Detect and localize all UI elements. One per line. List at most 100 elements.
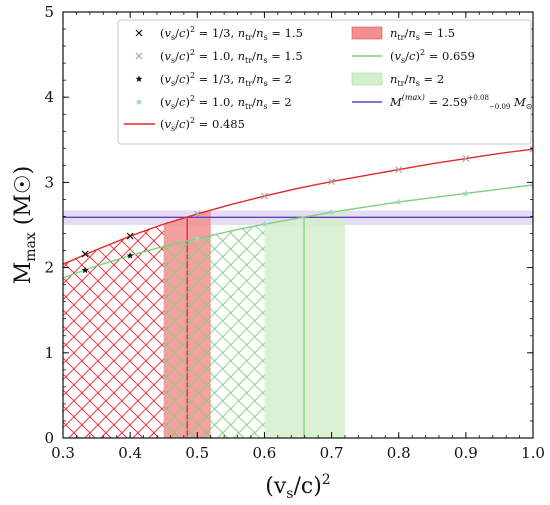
legend-label: (vs/c)2 = 1.0, ntr/ns = 2	[160, 94, 292, 111]
hatch-line	[538, 140, 550, 438]
x-tick-label: 0.9	[454, 444, 478, 462]
legend-swatch-red-band	[351, 26, 383, 40]
y-tick-label: 2	[44, 259, 54, 277]
plot-background	[63, 140, 550, 438]
hatch-line	[442, 140, 550, 438]
x-tick-label: 0.4	[118, 444, 142, 462]
hatch-line	[330, 140, 550, 438]
marker-stroke	[462, 155, 470, 162]
hatch-line	[63, 224, 164, 438]
hatch-line	[506, 140, 550, 438]
hatch-line	[63, 224, 164, 438]
hatch-line	[63, 224, 164, 438]
hatch-line	[163, 224, 265, 438]
y-axis-title: Mmax (M☉)	[11, 166, 39, 285]
legend-swatch-green-band	[351, 72, 383, 86]
marker-stroke	[395, 166, 403, 174]
marker-stroke	[261, 192, 268, 200]
hatch-line	[63, 224, 164, 438]
hatch-line	[163, 224, 265, 438]
data-point	[328, 178, 335, 185]
hatch-line	[63, 224, 164, 438]
hatch-line	[405, 140, 550, 438]
hatch-line	[163, 224, 265, 438]
x-tick-label: 0.8	[387, 444, 411, 462]
hatch-line	[442, 140, 550, 438]
hatch-line	[163, 224, 265, 438]
hatch-line	[63, 224, 164, 438]
hatch-line	[458, 140, 550, 438]
hatch-line	[63, 224, 164, 438]
data-point	[126, 232, 134, 240]
hatch-line	[163, 224, 265, 438]
hatch-line	[163, 224, 229, 438]
hatch-line	[169, 224, 265, 438]
hatch-line	[314, 140, 550, 438]
hatch-line	[506, 140, 550, 438]
hatch-line	[325, 140, 550, 438]
data-point	[261, 220, 268, 228]
x-tick-label: 0.6	[252, 444, 276, 462]
hatch-line	[389, 140, 550, 438]
hatch-line	[373, 140, 550, 438]
hatch-line	[163, 224, 265, 438]
hatch-line	[522, 140, 550, 438]
hatch-line	[330, 140, 550, 438]
marker-stroke	[126, 232, 134, 240]
hatch-line	[213, 140, 511, 438]
hatch-line	[325, 140, 550, 438]
plot-data	[63, 145, 533, 279]
hatch-line	[63, 224, 160, 438]
hatch-line	[357, 140, 550, 438]
hatch-line	[453, 140, 550, 438]
x-tick-label: 0.3	[51, 444, 75, 462]
data-point	[328, 208, 335, 216]
series-line-2	[63, 184, 533, 279]
y-tick-label: 3	[44, 173, 54, 191]
marker-stroke	[193, 210, 201, 218]
hatch-line	[163, 224, 265, 438]
hatch-line	[490, 140, 550, 438]
hatch-line	[410, 140, 550, 438]
hatch-line	[197, 140, 495, 438]
hatch-line	[197, 140, 495, 438]
legend-label: (vs/c)2 = 0.659	[390, 48, 475, 65]
data-point	[193, 235, 201, 242]
legend-label: (vs/c)2 = 0.485	[160, 116, 245, 133]
hatch-line	[163, 224, 265, 438]
hatch-line	[163, 224, 265, 438]
marker-stroke	[135, 52, 143, 60]
legend-box	[117, 19, 532, 145]
hatch-line	[474, 140, 550, 438]
hatch-line	[394, 140, 550, 438]
data-point	[395, 198, 403, 205]
marker-stroke	[328, 178, 335, 185]
legend-marker-star-teal	[135, 98, 143, 105]
hatch-line	[362, 140, 550, 438]
hatch-line	[357, 140, 550, 438]
legend-label: ntr/ns = 2	[390, 72, 444, 88]
plot-frame	[62, 11, 534, 439]
legend-label: (vs/c)2 = 1/3, ntr/ns = 2	[160, 71, 292, 88]
hatch-line	[453, 140, 550, 438]
hatch-line	[405, 140, 550, 438]
hatch-line	[163, 224, 265, 438]
legend-label: M(max) = 2.59+0.08−0.09 M⊙	[389, 93, 533, 111]
legend-marker-star-black	[135, 75, 143, 82]
hatch-line	[63, 224, 144, 438]
marker-stroke	[529, 145, 533, 151]
hatch-line	[458, 140, 550, 438]
legend-marker-x-black	[135, 29, 143, 37]
hatch-line	[362, 140, 550, 438]
hatched-region-2	[163, 140, 550, 438]
data-point	[193, 210, 201, 218]
data-point	[81, 250, 89, 258]
hatch-line	[410, 140, 550, 438]
hatch-line	[378, 140, 550, 438]
data-point	[462, 189, 470, 197]
x-tick-label: 0.7	[320, 444, 344, 462]
marker-stroke	[529, 148, 533, 153]
hatch-line	[341, 140, 550, 438]
x-tick-label: 1.0	[521, 444, 545, 462]
